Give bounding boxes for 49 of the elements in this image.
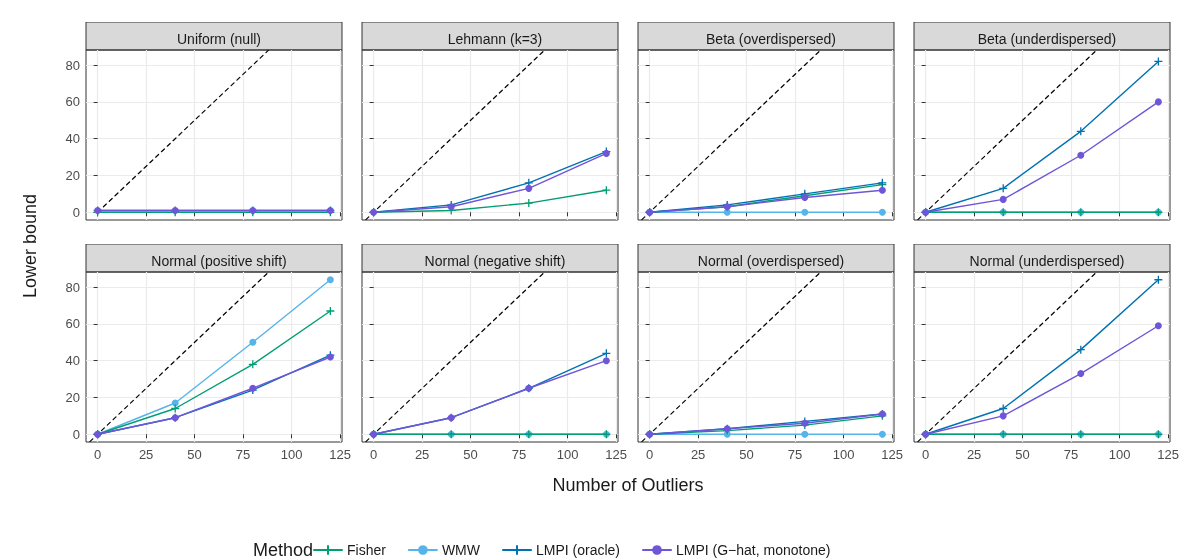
chart-title: Beta (underdispersed)	[977, 31, 1117, 47]
y-tick-label: 40	[65, 131, 80, 147]
x-tick-label: 75	[511, 447, 527, 462]
y-axis-title: Lower bound	[19, 193, 41, 299]
legend-label: LMPI (oracle)	[535, 542, 621, 558]
y-tick-label: 20	[65, 389, 80, 405]
x-tick-label: 100	[1108, 447, 1131, 462]
chart-title: Normal (negative shift)	[424, 253, 566, 269]
x-tick-label: 125	[605, 447, 627, 462]
chart-title: Normal (positive shift)	[151, 253, 287, 269]
chart-title: Beta (overdispersed)	[706, 31, 836, 47]
y-tick-label: 0	[72, 204, 80, 220]
legend-label: LMPI (G−hat, monotone)	[676, 542, 831, 558]
y-tick-label: 60	[65, 94, 80, 110]
y-tick-label: 80	[65, 279, 80, 295]
y-tick-label: 60	[65, 316, 80, 332]
x-tick-label: 100	[556, 447, 579, 462]
x-tick-label: 75	[787, 447, 803, 462]
x-tick-label: 100	[832, 447, 855, 462]
legend-title: Method	[253, 540, 314, 558]
x-tick-label: 75	[1063, 447, 1079, 462]
chart-title: Normal (underdispersed)	[969, 253, 1125, 269]
chart-title: Uniform (null)	[176, 31, 262, 47]
x-tick-label: 125	[881, 447, 903, 462]
x-tick-label: 50	[739, 447, 754, 462]
y-tick-label: 0	[72, 426, 80, 442]
x-tick-label: 25	[138, 447, 154, 462]
chart-title: Normal (overdispersed)	[697, 253, 845, 269]
x-tick-label: 0	[646, 447, 654, 462]
x-tick-label: 75	[235, 447, 251, 462]
x-tick-label: 50	[1015, 447, 1030, 462]
y-tick-label: 40	[65, 353, 80, 369]
x-tick-label: 0	[94, 447, 102, 462]
x-tick-label: 125	[329, 447, 351, 462]
x-tick-label: 25	[690, 447, 706, 462]
x-tick-label: 125	[1157, 447, 1179, 462]
x-tick-label: 50	[187, 447, 202, 462]
x-tick-label: 50	[463, 447, 478, 462]
chart-title: Lehmann (k=3)	[447, 31, 543, 47]
y-tick-label: 20	[65, 167, 80, 183]
x-tick-label: 0	[370, 447, 378, 462]
x-axis-title: Number of Outliers	[552, 475, 704, 496]
y-tick-label: 80	[65, 57, 80, 73]
x-tick-label: 25	[414, 447, 430, 462]
x-tick-label: 0	[922, 447, 930, 462]
legend-label: Fisher	[347, 542, 387, 558]
x-tick-label: 100	[280, 447, 303, 462]
legend-label: WMW	[441, 542, 481, 558]
x-tick-label: 25	[966, 447, 982, 462]
